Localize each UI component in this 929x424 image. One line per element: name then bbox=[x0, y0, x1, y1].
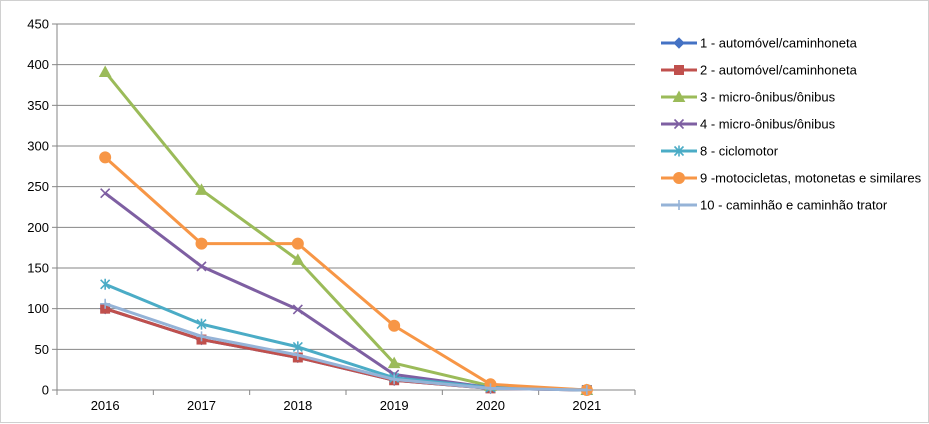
legend-marker bbox=[672, 90, 686, 102]
series-6 bbox=[99, 151, 593, 396]
y-tick-label: 450 bbox=[27, 17, 49, 32]
x-tick-label: 2018 bbox=[283, 398, 312, 413]
data-point bbox=[292, 350, 303, 361]
x-tick-label: 2017 bbox=[187, 398, 216, 413]
legend-item: 2 - automóvel/caminhoneta bbox=[661, 63, 858, 78]
x-tick-label: 2019 bbox=[380, 398, 409, 413]
data-point bbox=[388, 319, 401, 332]
legend-marker bbox=[673, 37, 685, 49]
legend-item: 4 - micro-ônibus/ônibus bbox=[661, 117, 836, 132]
legend-label: 1 - automóvel/caminhoneta bbox=[700, 36, 858, 51]
legend-label: 10 - caminhão e caminhão trator bbox=[700, 198, 888, 213]
y-tick-label: 250 bbox=[27, 179, 49, 194]
legend-item: 1 - automóvel/caminhoneta bbox=[661, 36, 858, 51]
y-tick-label: 300 bbox=[27, 139, 49, 154]
axes: 0 50 100 150 200 250 300 350 400 450 2016 2017 2018 2… bbox=[27, 17, 636, 413]
data-point bbox=[292, 304, 303, 315]
y-tick-label: 400 bbox=[27, 57, 49, 72]
x-tick-label: 2020 bbox=[476, 398, 505, 413]
data-point bbox=[389, 374, 400, 385]
legend-label: 9 -motocicletas, motonetas e similares bbox=[700, 171, 922, 186]
legend-label: 2 - automóvel/caminhoneta bbox=[700, 63, 858, 78]
data-point bbox=[195, 237, 208, 250]
series-5 bbox=[100, 278, 592, 396]
data-point bbox=[99, 151, 112, 164]
legend-marker bbox=[673, 172, 685, 184]
y-tick-label: 200 bbox=[27, 220, 49, 235]
legend-label: 8 - ciclomotor bbox=[700, 144, 779, 159]
legend-marker bbox=[674, 65, 684, 75]
series-line bbox=[104, 282, 587, 392]
data-point bbox=[196, 318, 207, 330]
data-point bbox=[100, 278, 111, 290]
legend-item: 9 -motocicletas, motonetas e similares bbox=[661, 171, 922, 186]
data-point bbox=[195, 183, 208, 195]
data-point bbox=[98, 65, 112, 77]
legend-marker bbox=[674, 200, 684, 210]
data-point bbox=[291, 253, 305, 265]
legend-item: 8 - ciclomotor bbox=[661, 144, 779, 159]
x-tick-label: 2021 bbox=[572, 398, 601, 413]
series-line bbox=[104, 156, 587, 392]
series-lines bbox=[98, 65, 594, 396]
gridlines bbox=[57, 23, 635, 350]
legend-label: 3 - micro-ônibus/ônibus bbox=[700, 90, 836, 105]
series-line bbox=[104, 302, 587, 392]
x-tick-label: 2016 bbox=[91, 398, 120, 413]
data-point bbox=[100, 298, 111, 309]
legend-marker bbox=[673, 145, 685, 157]
data-point bbox=[291, 237, 304, 250]
legend-item: 3 - micro-ônibus/ônibus bbox=[661, 90, 836, 105]
y-tick-label: 0 bbox=[42, 383, 49, 398]
series-3 bbox=[98, 65, 594, 395]
legend: 1 - automóvel/caminhoneta 2 - automóvel/c… bbox=[661, 36, 922, 213]
legend-label: 4 - micro-ônibus/ônibus bbox=[700, 117, 836, 132]
data-point bbox=[100, 188, 111, 199]
y-tick-label: 350 bbox=[27, 98, 49, 113]
series-7 bbox=[100, 298, 592, 395]
data-point bbox=[196, 331, 207, 342]
data-point bbox=[485, 383, 496, 394]
data-point bbox=[387, 356, 401, 369]
legend-marker bbox=[673, 118, 685, 130]
data-point bbox=[196, 261, 207, 272]
data-point bbox=[581, 385, 592, 395]
legend-item: 10 - caminhão e caminhão trator bbox=[661, 198, 888, 213]
y-tick-label: 100 bbox=[27, 301, 49, 316]
y-tick-label: 50 bbox=[35, 342, 49, 357]
y-tick-label: 150 bbox=[27, 261, 49, 276]
